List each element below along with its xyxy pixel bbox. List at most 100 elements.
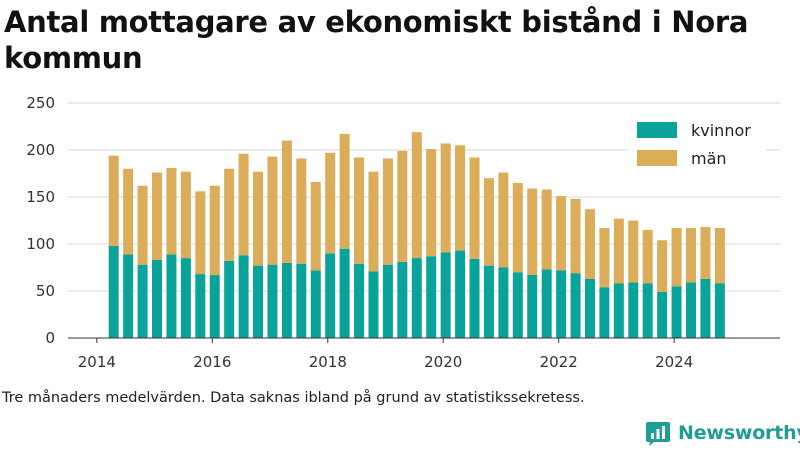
bar-män [455,145,466,251]
bar-män [512,182,523,273]
bar-kvinnor [108,245,119,338]
bar-kvinnor [498,267,509,338]
bar-kvinnor [584,278,595,338]
bar-kvinnor [137,264,148,338]
bar-män [137,185,148,265]
bar-män [584,209,595,279]
bar-kvinnor [714,283,725,338]
bar-män [498,172,509,268]
bar-chart-logo-icon [646,422,670,446]
bar-kvinnor [527,275,538,338]
legend-swatch-kvinnor [637,122,677,138]
bar-kvinnor [354,263,365,338]
bar-män [440,143,451,253]
brand-name: Newsworthy [678,422,800,444]
bar-män [108,155,119,246]
bar-män [267,156,278,265]
y-tick-label: 100 [26,235,55,253]
bar-kvinnor [195,274,206,338]
bar-kvinnor [541,269,552,338]
bar-kvinnor [440,252,451,338]
bar-män [209,185,220,276]
legend: kvinnor män [628,114,766,176]
bar-kvinnor [209,275,220,338]
bar-kvinnor [455,250,466,338]
bar-män [339,134,350,249]
y-tick-label: 0 [45,329,55,347]
brand-logo[interactable]: Newsworthy [645,419,800,447]
bar-män [426,149,437,257]
bar-kvinnor [253,265,264,338]
bar-kvinnor [411,258,422,338]
bar-män [541,189,552,270]
legend-swatch-män [637,150,677,166]
bar-kvinnor [686,282,696,338]
bar-män [123,168,134,255]
bar-män [657,240,668,292]
axes: 0 50 100 150 200 250 2014 2016 2018 2020 2022 2024 [26,94,780,371]
x-tick-label: 2022 [540,353,578,371]
legend-label-män: män [691,149,727,168]
bar-män [700,227,711,279]
bar-kvinnor [469,259,480,338]
bar-kvinnor [426,256,437,338]
bar-män [152,172,162,260]
x-tick-label: 2014 [78,353,116,371]
bar-kvinnor [180,258,191,338]
bars [108,132,725,338]
bar-kvinnor [152,259,162,338]
bar-män [714,228,725,284]
y-tick-label: 50 [36,282,55,300]
bar-män [195,191,206,275]
bar-män [354,157,365,264]
bar-män [253,171,264,266]
bar-kvinnor [281,262,292,338]
bar-kvinnor [224,260,235,338]
bar-kvinnor [700,278,711,338]
bar-män [238,153,249,256]
y-tick-label: 150 [26,188,55,206]
bar-män [325,152,336,254]
bar-kvinnor [628,282,639,338]
bar-män [613,218,624,284]
bar-män [281,140,292,263]
bar-män [628,220,639,283]
bar-kvinnor [512,272,523,338]
bar-män [469,157,480,260]
legend-label-kvinnor: kvinnor [691,121,751,140]
bar-kvinnor [613,283,624,338]
bar-män [556,196,567,271]
bar-kvinnor [556,270,567,338]
bar-män [671,228,682,287]
bar-kvinnor [238,255,249,338]
bar-kvinnor [483,265,494,338]
bar-män [368,171,379,272]
x-tick-label: 2024 [655,353,693,371]
chart-caption: Tre månaders medelvärden. Data saknas ib… [2,390,585,406]
bar-män [397,150,408,262]
bar-män [527,188,538,276]
bar-män [382,158,393,265]
bar-kvinnor [267,264,278,338]
bar-män [296,158,307,264]
bar-kvinnor [397,261,408,338]
bar-kvinnor [368,271,379,338]
bar-män [599,228,610,288]
bar-män [224,168,235,261]
bar-kvinnor [382,264,393,338]
bar-män [310,181,321,271]
bar-män [411,132,422,259]
bar-kvinnor [671,286,682,338]
y-tick-label: 250 [26,94,55,112]
bar-kvinnor [310,270,321,338]
bar-män [570,198,581,274]
bar-kvinnor [339,248,350,338]
bar-kvinnor [325,253,336,338]
bar-kvinnor [642,283,653,338]
y-tick-label: 200 [26,141,55,159]
bar-kvinnor [657,291,668,338]
bar-kvinnor [123,254,134,338]
bar-män [483,178,494,266]
bar-kvinnor [599,287,610,338]
